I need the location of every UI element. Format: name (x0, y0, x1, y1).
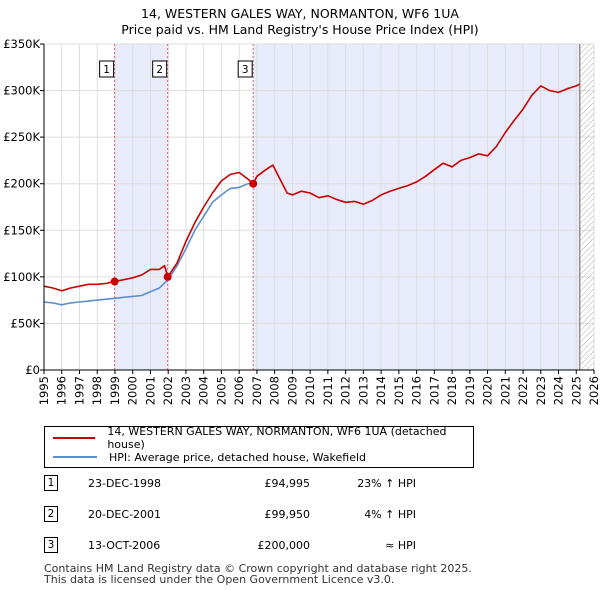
sale-date: 20-DEC-2001 (88, 508, 162, 521)
legend-label-property: 14, WESTERN GALES WAY, NORMANTON, WF6 1U… (107, 425, 447, 451)
sale-price: £94,995 (264, 477, 311, 490)
sale-marker-label: 1 (103, 64, 110, 76)
x-tick-label: 2018 (445, 376, 459, 405)
legend-item-property: 14, WESTERN GALES WAY, NORMANTON, WF6 1U… (53, 425, 473, 451)
sale-point (163, 272, 172, 281)
x-tick-label: 2022 (516, 376, 530, 405)
x-tick-label: 1999 (108, 376, 122, 405)
y-tick-label: £100K (3, 270, 40, 284)
sale-number-badge: 2 (44, 506, 58, 522)
x-tick-label: 2024 (552, 376, 566, 405)
shaded-period (114, 44, 168, 370)
legend-swatch-property (53, 437, 96, 439)
x-tick-label: 2020 (481, 376, 495, 405)
x-tick-label: 2007 (250, 376, 264, 405)
x-tick-label: 2015 (392, 376, 406, 405)
sale-row: 2 20-DEC-2001 £99,950 4% ↑ HPI (44, 506, 464, 523)
sale-number-badge: 3 (44, 537, 58, 553)
chart-title-line2: Price paid vs. HM Land Registry's House … (121, 22, 479, 37)
sale-hpi-comparison: 23% ↑ HPI (357, 477, 416, 490)
sale-hpi-comparison: ≈ HPI (385, 539, 416, 552)
x-tick-label: 2011 (321, 376, 335, 405)
x-tick-label: 2013 (356, 376, 370, 405)
y-tick-label: £250K (3, 130, 40, 144)
x-tick-label: 2014 (374, 376, 388, 405)
x-tick-label: 1996 (55, 376, 69, 405)
x-tick-label: 1997 (72, 376, 86, 405)
y-tick-label: £0 (25, 363, 40, 377)
hpi-line (43, 182, 254, 306)
chart-title-line1: 14, WESTERN GALES WAY, NORMANTON, WF6 1U… (141, 6, 459, 21)
sale-marker-label: 2 (156, 64, 163, 76)
sale-date: 23-DEC-1998 (88, 477, 162, 490)
x-tick-label: 2000 (126, 376, 140, 405)
x-tick-label: 2009 (285, 376, 299, 405)
x-tick-label: 2019 (463, 376, 477, 405)
sale-row: 1 23-DEC-1998 £94,995 23% ↑ HPI (44, 475, 464, 492)
x-tick-label: 2021 (498, 376, 512, 405)
x-tick-label: 2017 (427, 376, 441, 405)
y-tick-label: £150K (3, 223, 40, 237)
x-tick-label: 2002 (161, 376, 175, 405)
sale-row: 3 13-OCT-2006 £200,000 ≈ HPI (44, 537, 464, 554)
x-tick-label: 2016 (410, 376, 424, 405)
x-tick-label: 2003 (179, 376, 193, 405)
sale-price: £200,000 (257, 539, 311, 552)
sale-price: £99,950 (264, 508, 311, 521)
legend-swatch-hpi (53, 456, 97, 458)
chart-area: 1 2 3 £0 £50K £100K £150K £200K £250K £300K £350K… (3, 37, 600, 405)
sale-marker-label: 3 (242, 64, 249, 76)
x-tick-label: 2023 (534, 376, 548, 405)
forecast-region (579, 44, 594, 370)
sale-number-badge: 1 (44, 475, 58, 491)
sale-hpi-comparison: 4% ↑ HPI (364, 508, 416, 521)
x-tick-label: 2026 (587, 376, 600, 405)
y-tick-label: £350K (3, 37, 40, 51)
x-tick-label: 1995 (37, 376, 51, 405)
x-tick-label: 2012 (339, 376, 353, 405)
legend: 14, WESTERN GALES WAY, NORMANTON, WF6 1U… (44, 425, 474, 468)
x-tick-label: 2006 (232, 376, 246, 405)
sale-point (110, 277, 119, 286)
x-tick-label: 2025 (569, 376, 583, 405)
legend-item-hpi: HPI: Average price, detached house, Wake… (53, 449, 366, 465)
y-tick-label: £300K (3, 84, 40, 98)
x-tick-label: 2005 (214, 376, 228, 405)
sale-marker-box (99, 60, 115, 78)
legend-label-hpi: HPI: Average price, detached house, Wake… (109, 450, 367, 464)
sale-date: 13-OCT-2006 (88, 539, 161, 552)
property-price-line (43, 83, 581, 292)
x-tick-label: 2008 (268, 376, 282, 405)
y-tick-label: £200K (3, 177, 40, 191)
x-tick-label: 1998 (90, 376, 104, 405)
x-tick-label: 2004 (197, 376, 211, 405)
sale-point (249, 179, 258, 188)
sale-marker-box (152, 60, 168, 78)
y-tick-label: £50K (11, 316, 41, 330)
x-tick-label: 2001 (143, 376, 157, 405)
x-tick-label: 2010 (303, 376, 317, 405)
footer-licence: This data is licensed under the Open Gov… (44, 573, 395, 586)
footer-copyright: Contains HM Land Registry data © Crown c… (44, 562, 472, 575)
sale-marker-box (237, 60, 253, 78)
